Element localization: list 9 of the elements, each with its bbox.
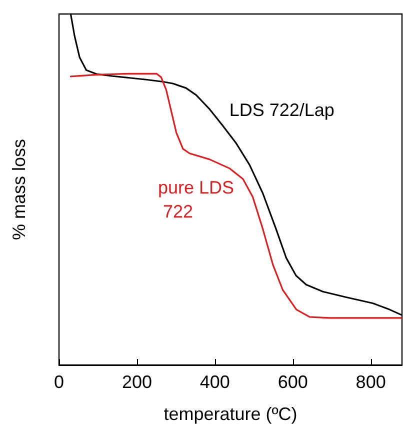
x-tick-label: 400 [200,372,230,392]
x-axis-title: temperature (ºC) [164,404,298,424]
series-label: LDS 722/Lap [229,100,334,120]
x-tick-label: 800 [356,372,386,392]
x-tick-label: 600 [278,372,308,392]
series-label: pure LDS 722 [158,177,234,222]
x-tick-label: 200 [122,372,152,392]
x-tick-label: 0 [54,372,64,392]
y-axis-title: % mass loss [9,138,29,240]
